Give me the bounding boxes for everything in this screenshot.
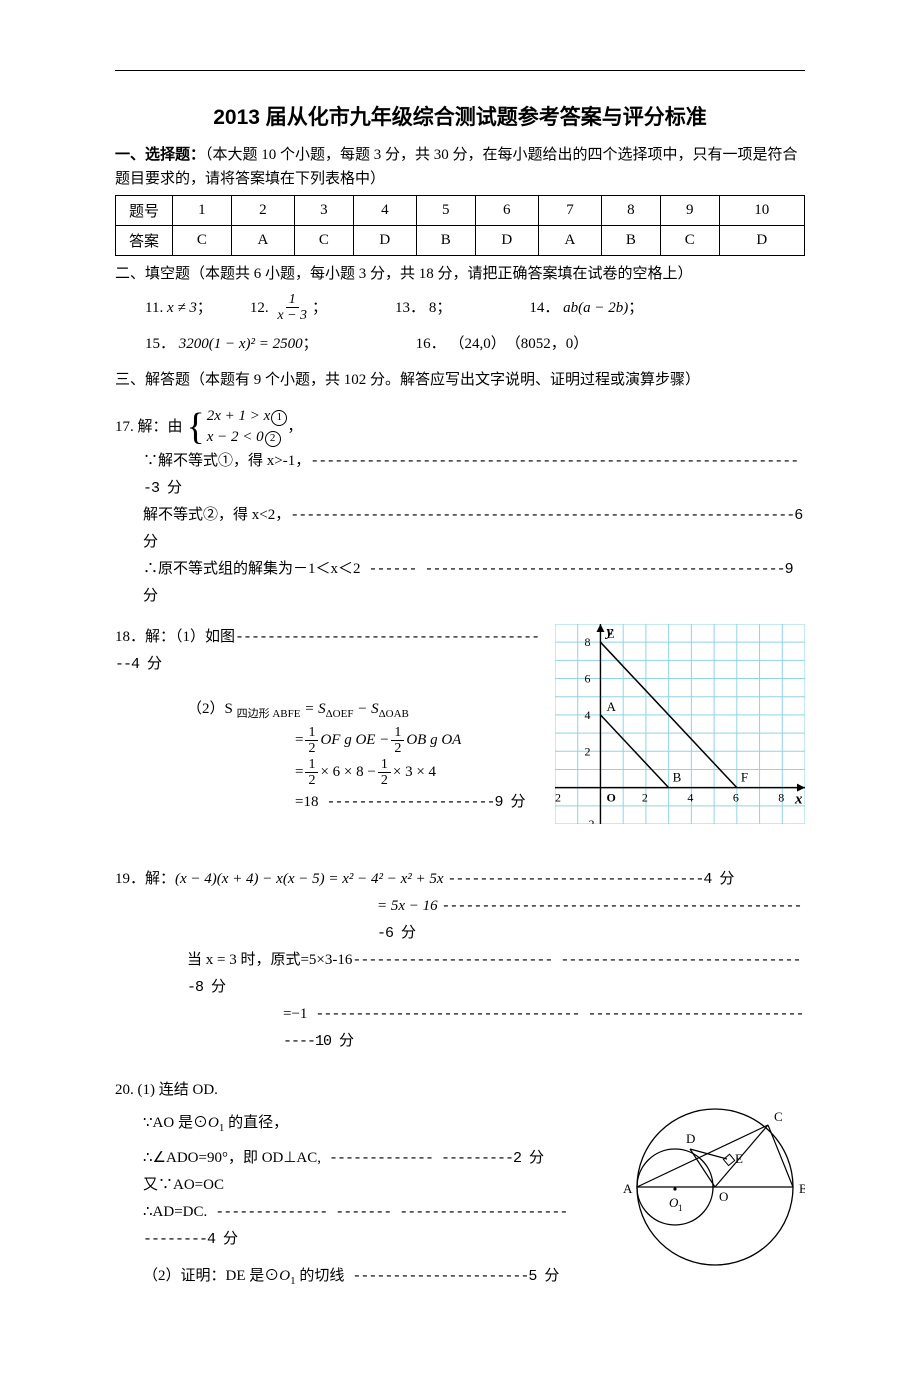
q17: 17. 解：由 { 2x + 1 > x1 x − 2 < 02 ， ∵解不等式… (115, 406, 805, 610)
section1-rest: （本大题 10 个小题，每题 3 分，共 30 分，在每小题给出的四个选择项中，… (115, 147, 798, 187)
svg-text:F: F (741, 770, 748, 785)
svg-text:C: C (774, 1109, 783, 1124)
svg-text:O: O (719, 1189, 728, 1204)
q13: 13． 8； (395, 292, 451, 324)
q18: -22468-22468OxyABEF 18．解：（1）如图----------… (115, 624, 805, 842)
fill-row-2: 15． 3200(1 − x)² = 2500； 16． （24,0） （805… (145, 330, 805, 359)
svg-text:A: A (623, 1181, 633, 1196)
svg-text:B: B (673, 770, 682, 785)
top-rule (115, 70, 805, 71)
q14: 14． ab(a − 2b)； (529, 292, 643, 324)
page-title: 2013 届从化市九年级综合测试题参考答案与评分标准 (115, 101, 805, 131)
section1-heading: 一、选择题：（本大题 10 个小题，每题 3 分，共 30 分，在每小题给出的四… (115, 143, 805, 191)
svg-text:-2: -2 (584, 817, 594, 824)
svg-text:6: 6 (733, 791, 739, 805)
table-row: 题号 1 2 3 4 5 6 7 8 9 10 (116, 196, 805, 226)
svg-text:E: E (735, 1151, 743, 1166)
svg-text:A: A (606, 699, 616, 714)
svg-text:1: 1 (678, 1203, 683, 1213)
svg-text:x: x (794, 792, 803, 808)
svg-text:2: 2 (642, 791, 648, 805)
q12: 12. 1 x − 3 ； (250, 292, 327, 324)
svg-text:2: 2 (584, 745, 590, 759)
section3-heading: 三、解答题（本题有 9 个小题，共 102 分。解答应写出文字说明、证明过程或演… (115, 368, 805, 392)
circle-figure: ABCDEOO1 (585, 1077, 805, 1277)
svg-text:-2: -2 (555, 791, 561, 805)
section1-bold: 一、选择题： (115, 147, 205, 163)
svg-text:8: 8 (584, 635, 590, 649)
svg-text:D: D (686, 1131, 695, 1146)
q11: 11. x ≠ 3； (145, 292, 212, 324)
svg-text:E: E (606, 626, 614, 641)
q19: 19．解：(x − 4)(x + 4) − x(x − 5) = x² − 4²… (115, 866, 805, 1055)
svg-text:4: 4 (687, 791, 693, 805)
table-row: 答案 C A C D B D A B C D (116, 226, 805, 256)
svg-text:6: 6 (584, 672, 590, 686)
q17-lead: 17. 解：由 (115, 414, 183, 441)
equation-system: { 2x + 1 > x1 x − 2 < 02 (187, 406, 288, 448)
answers-table: 题号 1 2 3 4 5 6 7 8 9 10 答案 C A C D B D A… (115, 195, 805, 256)
svg-text:4: 4 (584, 708, 590, 722)
q16: 16． （24,0） （8052，0） (416, 330, 589, 359)
header-label: 题号 (116, 196, 173, 226)
page: 2013 届从化市九年级综合测试题参考答案与评分标准 一、选择题：（本大题 10… (0, 0, 920, 1358)
q15: 15． 3200(1 − x)² = 2500； (145, 330, 318, 359)
svg-text:O: O (606, 791, 615, 805)
section2-heading: 二、填空题（本题共 6 小题，每小题 3 分，共 18 分，请把正确答案填在试卷… (115, 262, 805, 286)
svg-text:B: B (799, 1181, 805, 1196)
svg-text:8: 8 (778, 791, 784, 805)
fill-row-1: 11. x ≠ 3； 12. 1 x − 3 ； 13． 8； 14． ab(a… (145, 292, 805, 324)
grid-chart: -22468-22468OxyABEF (555, 624, 805, 834)
q20: ABCDEOO1 20. (1) 连结 OD. ∵AO 是⊙O1 的直径， ∴∠… (115, 1077, 805, 1292)
answer-label: 答案 (116, 226, 173, 256)
